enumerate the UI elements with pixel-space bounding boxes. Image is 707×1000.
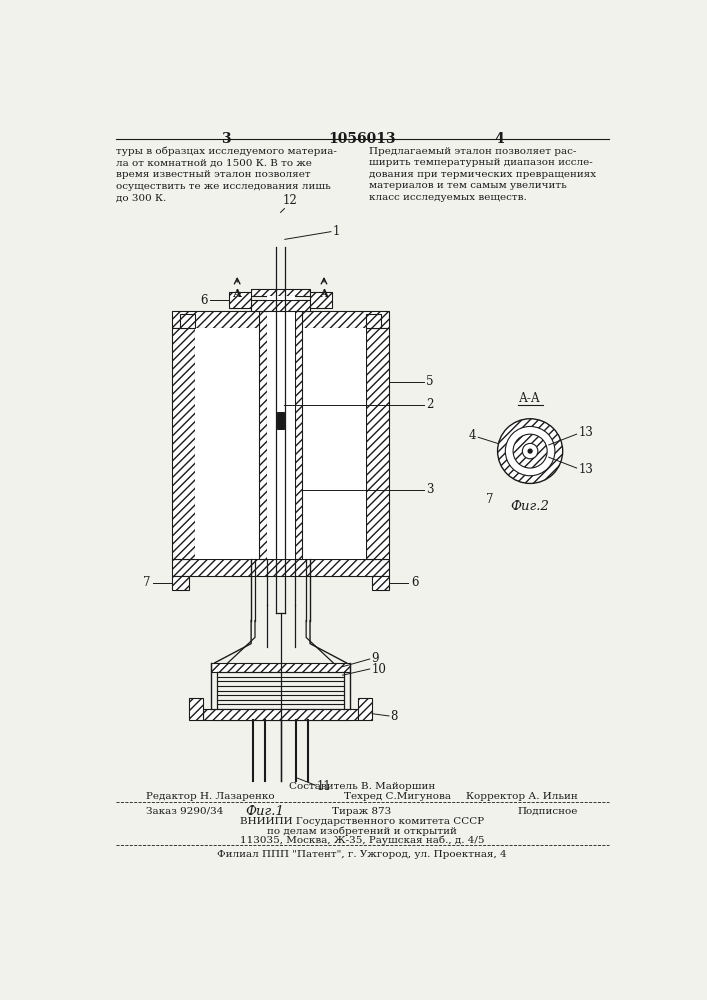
Bar: [203, 709, 358, 720]
Text: ВНИИПИ Государственного комитета СССР: ВНИИПИ Государственного комитета СССР: [240, 817, 484, 826]
Text: Подписное: Подписное: [518, 807, 578, 816]
Bar: [366, 314, 381, 328]
Bar: [172, 559, 389, 576]
Text: Тираж 873: Тираж 873: [332, 807, 392, 816]
Text: Предлагаемый эталон позволяет рас-
ширить температурный диапазон иссле-
дования : Предлагаемый эталон позволяет рас- ширит…: [369, 147, 596, 202]
Text: Редактор Н. Лазаренко: Редактор Н. Лазаренко: [146, 792, 275, 801]
Text: 4: 4: [494, 132, 504, 146]
Bar: [211, 663, 351, 672]
Circle shape: [506, 426, 555, 476]
Text: 12: 12: [282, 194, 297, 207]
Text: 3: 3: [426, 483, 434, 496]
Text: 8: 8: [391, 710, 398, 723]
Text: Корректор А. Ильин: Корректор А. Ильин: [467, 792, 578, 801]
Text: Составитель В. Майоршин: Составитель В. Майоршин: [289, 782, 435, 791]
Text: А: А: [320, 288, 329, 299]
Bar: [172, 328, 195, 559]
Text: А-А: А-А: [519, 392, 541, 405]
Text: 6: 6: [411, 576, 419, 589]
Bar: [259, 311, 267, 559]
Bar: [211, 709, 351, 720]
Text: 13: 13: [578, 426, 593, 439]
Text: А: А: [233, 288, 242, 299]
Text: 3: 3: [221, 132, 230, 146]
Bar: [195, 328, 366, 559]
Text: 1: 1: [332, 225, 340, 238]
Bar: [358, 698, 372, 720]
Text: 11: 11: [317, 780, 332, 793]
Bar: [372, 576, 389, 590]
Bar: [189, 698, 203, 720]
Circle shape: [498, 419, 563, 483]
Text: Заказ 9290/34: Заказ 9290/34: [146, 807, 224, 816]
Text: 13: 13: [578, 463, 593, 476]
Text: 4: 4: [468, 429, 476, 442]
Text: 6: 6: [200, 294, 208, 307]
Circle shape: [522, 443, 538, 459]
Text: по делам изобретений и открытий: по делам изобретений и открытий: [267, 826, 457, 836]
Text: Филиал ППП "Патент", г. Ужгород, ул. Проектная, 4: Филиал ППП "Патент", г. Ужгород, ул. Про…: [217, 850, 507, 859]
Text: 113035, Москва, Ж-35, Раушская наб., д. 4/5: 113035, Москва, Ж-35, Раушская наб., д. …: [240, 835, 484, 845]
Text: 1056013: 1056013: [328, 132, 396, 146]
Bar: [172, 576, 189, 590]
Bar: [366, 328, 389, 559]
Text: Фиг.1: Фиг.1: [245, 805, 284, 818]
Circle shape: [528, 449, 532, 453]
Bar: [172, 311, 389, 328]
Circle shape: [513, 434, 547, 468]
Text: туры в образцах исследуемого материа-
ла от комнатной до 1500 К. В то же
время и: туры в образцах исследуемого материа- ла…: [116, 147, 337, 202]
Bar: [295, 311, 303, 559]
Bar: [251, 289, 310, 296]
Text: 9: 9: [371, 652, 379, 666]
Text: 5: 5: [426, 375, 434, 388]
Bar: [310, 292, 332, 308]
Text: Фиг.2: Фиг.2: [510, 500, 549, 513]
Bar: [277, 412, 284, 429]
Bar: [180, 314, 195, 328]
Text: 10: 10: [371, 663, 386, 676]
Bar: [267, 296, 295, 300]
Text: 7: 7: [486, 493, 493, 506]
Bar: [230, 292, 251, 308]
Text: Техред С.Мигунова: Техред С.Мигунова: [344, 792, 451, 801]
Text: 7: 7: [143, 576, 151, 589]
Bar: [251, 300, 310, 311]
Text: 2: 2: [426, 398, 433, 411]
Bar: [267, 311, 295, 559]
